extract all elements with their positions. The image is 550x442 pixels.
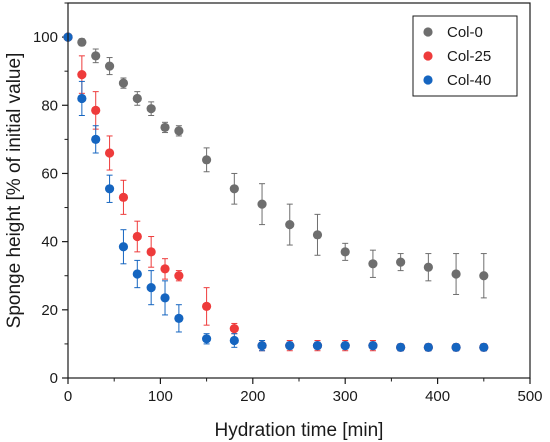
data-point	[91, 105, 101, 115]
legend-label: Col-0	[447, 24, 483, 41]
data-point	[118, 242, 129, 252]
data-point	[174, 271, 184, 281]
data-point	[91, 134, 101, 144]
data-point	[160, 264, 170, 274]
data-point	[285, 219, 295, 230]
tick-labels: 0 100 200 300 400 500 0 20 40 60 80 100	[33, 29, 543, 405]
x-tick-label: 500	[517, 388, 542, 405]
y-tick-label: 0	[50, 370, 58, 387]
y-tick-label: 100	[33, 29, 58, 46]
data-point	[104, 148, 115, 158]
y-tick-label: 60	[41, 165, 58, 182]
legend-marker	[423, 75, 433, 85]
data-point	[202, 155, 212, 165]
data-point	[451, 342, 461, 352]
y-tick-label: 80	[41, 97, 58, 114]
data-point	[396, 257, 406, 267]
series-col-40	[63, 32, 489, 352]
data-point	[77, 69, 87, 80]
data-point	[368, 259, 378, 269]
data-point	[368, 341, 378, 351]
series-col-0	[63, 32, 489, 299]
data-point	[340, 341, 350, 351]
data-point	[118, 78, 129, 88]
data-point	[104, 61, 115, 71]
plot-frame	[67, 2, 531, 379]
data-point	[104, 184, 115, 194]
x-tick-label: 0	[64, 388, 72, 405]
y-tick-label: 40	[41, 234, 58, 251]
data-point	[451, 269, 461, 279]
data-point	[132, 269, 142, 279]
data-point	[174, 313, 184, 323]
data-point	[160, 293, 170, 303]
y-axis-title: Sponge height [% of initial value]	[4, 53, 25, 329]
data-point	[202, 334, 212, 344]
data-point	[146, 283, 156, 293]
data-point	[285, 341, 295, 351]
data-point	[160, 122, 170, 133]
legend: Col-0 Col-25 Col-40	[412, 15, 518, 97]
data-point	[91, 51, 101, 61]
data-point	[146, 104, 156, 114]
legend-marker	[423, 51, 433, 61]
data-point	[202, 301, 212, 312]
data-point	[132, 231, 142, 242]
data-point	[479, 271, 489, 281]
y-tick-label: 20	[41, 302, 58, 319]
x-tick-label: 200	[240, 388, 265, 405]
legend-marker	[423, 27, 433, 37]
data-point	[229, 323, 239, 334]
data-point	[174, 126, 184, 136]
data-point	[312, 230, 323, 240]
data-point	[479, 342, 489, 352]
legend-label: Col-25	[447, 48, 491, 65]
x-tick-label: 300	[333, 388, 358, 405]
data-point	[423, 262, 433, 272]
legend-label: Col-40	[447, 72, 491, 89]
data-point	[146, 247, 156, 257]
data-point	[132, 93, 142, 104]
data-markers	[63, 32, 489, 352]
x-tick-label: 100	[148, 388, 173, 405]
x-tick-label: 400	[425, 388, 450, 405]
data-point	[257, 199, 267, 209]
data-point	[77, 93, 87, 104]
x-axis-title: Hydration time [min]	[215, 420, 384, 441]
data-point	[257, 341, 267, 351]
data-point	[229, 335, 239, 346]
data-point	[340, 247, 350, 257]
data-point	[229, 184, 239, 194]
data-point	[396, 342, 406, 352]
data-point	[423, 342, 433, 352]
data-point	[118, 192, 129, 202]
data-point	[312, 341, 323, 351]
data-point	[77, 37, 87, 47]
